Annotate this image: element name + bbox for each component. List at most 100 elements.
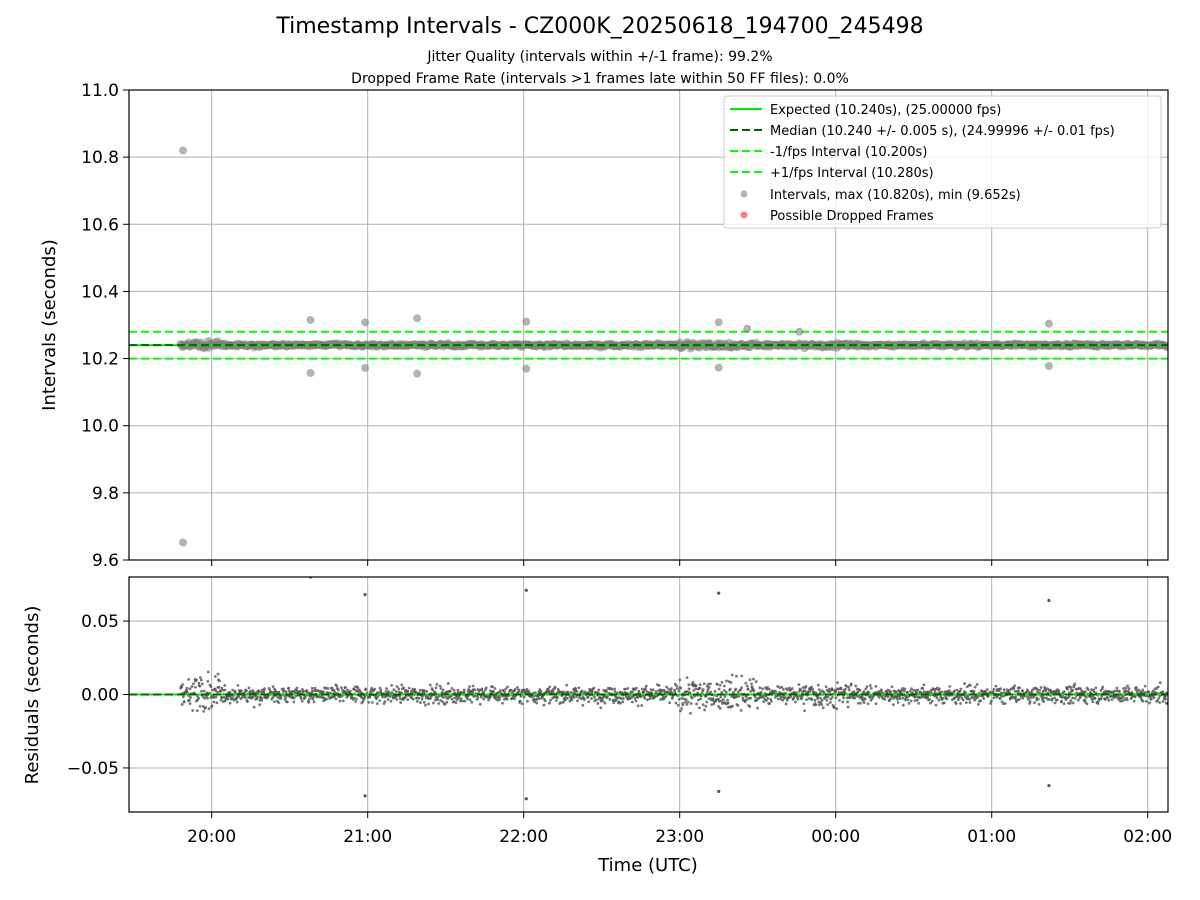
residual-point (866, 702, 870, 706)
residual-point (717, 687, 721, 691)
residual-point (364, 687, 368, 691)
residual-point (1086, 688, 1090, 692)
residual-point (824, 685, 828, 689)
residual-point (484, 686, 488, 690)
top-y-tick-label: 9.8 (92, 484, 119, 504)
residual-point (1068, 691, 1071, 695)
legend: Expected (10.240s), (25.00000 fps) Media… (723, 95, 1162, 229)
residual-point (1094, 686, 1098, 690)
residual-point (505, 697, 509, 701)
residual-point (407, 686, 411, 690)
residual-point (537, 697, 541, 701)
residual-point (634, 699, 638, 703)
residual-point (336, 688, 340, 692)
legend-expected-label: Expected (10.240s), (25.00000 fps) (770, 103, 1001, 118)
residual-point (553, 685, 557, 689)
residual-point (427, 702, 430, 706)
residual-point (1145, 700, 1148, 703)
residual-point (916, 688, 920, 692)
residual-point (944, 695, 948, 698)
residual-point (581, 703, 585, 707)
residual-point (797, 683, 801, 687)
residual-point (462, 688, 466, 692)
residual-point (880, 688, 883, 692)
residual-point (968, 701, 972, 704)
residual-point (311, 696, 315, 699)
residual-point (613, 687, 616, 691)
residual-point (826, 695, 830, 699)
interval-outlier-point (714, 318, 723, 327)
top-y-tick-label: 9.6 (92, 551, 119, 571)
residual-point (685, 676, 689, 680)
residual-point (915, 698, 919, 702)
residual-point (750, 682, 753, 686)
residual-point (301, 690, 305, 694)
residual-point (1014, 695, 1018, 699)
legend-dropped-label: Possible Dropped Frames (770, 209, 934, 224)
residual-point (912, 688, 916, 692)
interval-point (1162, 342, 1168, 351)
residual-point (889, 697, 893, 701)
chart-title: Timestamp Intervals - CZ000K_20250618_19… (276, 14, 924, 39)
residual-point (1069, 699, 1073, 703)
residual-point (535, 701, 539, 705)
residual-point (209, 685, 213, 688)
residual-point (1064, 698, 1068, 702)
residual-point (937, 687, 941, 691)
residual-point (814, 691, 818, 695)
residual-point (847, 688, 851, 692)
residual-point (212, 700, 216, 704)
residual-point (675, 684, 678, 688)
residual-point (542, 703, 546, 707)
residual-point (398, 694, 401, 698)
residual-point (933, 691, 937, 694)
residual-point (601, 699, 605, 703)
residual-point (181, 695, 185, 699)
residual-point (551, 690, 555, 694)
residual-point (201, 704, 205, 708)
residual-point (921, 686, 925, 690)
residual-point (375, 697, 378, 701)
residual-point (1069, 685, 1073, 689)
dropped-frame-subtitle: Dropped Frame Rate (intervals >1 frames … (351, 71, 849, 87)
residual-outlier-point (717, 789, 721, 794)
residual-outlier-point (363, 794, 367, 798)
residual-point (1156, 698, 1160, 702)
residual-point (816, 694, 820, 698)
residual-point (668, 701, 672, 704)
residual-point (459, 697, 463, 701)
residual-point (390, 683, 394, 687)
residual-point (691, 680, 695, 684)
residual-point (1038, 688, 1042, 692)
residual-point (660, 688, 663, 692)
residual-point (736, 703, 740, 707)
x-tick-label: 00:00 (811, 827, 860, 847)
residual-point (659, 698, 662, 701)
residual-point (235, 700, 239, 704)
residual-point (590, 697, 593, 700)
residual-point (707, 697, 711, 701)
residual-point (692, 688, 696, 692)
residual-point (1140, 691, 1144, 694)
residual-point (1057, 690, 1061, 693)
residual-point (188, 687, 192, 691)
residual-point (237, 695, 241, 699)
residual-point (599, 706, 603, 710)
residual-point (852, 690, 856, 694)
residual-point (623, 687, 627, 691)
residual-point (909, 699, 913, 703)
interval-outlier-point (361, 363, 370, 372)
residual-point (825, 699, 829, 702)
residual-point (785, 698, 789, 702)
residual-point (181, 683, 185, 686)
residual-point (373, 687, 377, 691)
residual-point (835, 707, 839, 711)
residual-point (456, 688, 460, 692)
residual-point (1143, 684, 1147, 688)
residual-point (282, 687, 285, 691)
residual-point (435, 683, 439, 686)
residual-point (394, 690, 398, 693)
residual-point (973, 685, 977, 689)
residual-point (964, 691, 967, 695)
top-y-tick-label: 10.4 (81, 282, 119, 302)
